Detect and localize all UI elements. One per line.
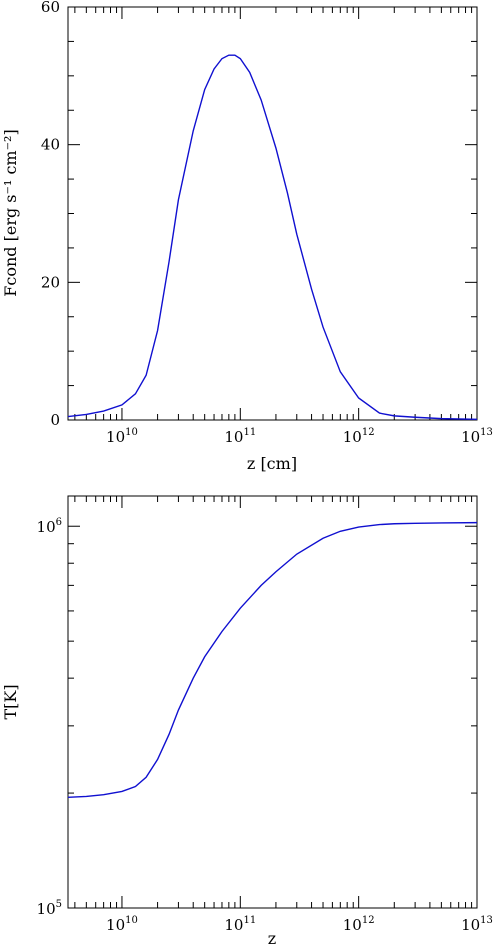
x-tick-label: 1011 <box>224 427 256 446</box>
y-tick-label: 0 <box>50 411 60 429</box>
y-tick-label: 20 <box>41 273 60 291</box>
flux-panel: 1010 1011 1012 1013 0 20 40 60 z [cm] Fcond [er… <box>1 0 493 473</box>
y-tick-label: 60 <box>41 0 60 16</box>
temperature-curve <box>67 521 478 798</box>
x-tick-label: 1011 <box>224 915 256 934</box>
flux-tick-labels: 1010 1011 1012 1013 0 20 40 60 <box>41 0 493 446</box>
flux-curve <box>67 54 478 421</box>
x-tick-label: 1012 <box>343 915 375 934</box>
y-tick-label: 106 <box>37 517 62 536</box>
temperature-x-axis-label: z <box>268 929 276 948</box>
x-tick-label: 1013 <box>461 427 493 446</box>
temperature-plot-frame <box>67 495 478 909</box>
flux-plot-frame <box>67 6 478 421</box>
flux-ticks <box>68 6 478 421</box>
flux-y-axis-label: Fcond [erg s⁻¹ cm⁻²] <box>1 129 20 296</box>
flux-x-axis-label: z [cm] <box>247 454 297 473</box>
temperature-ticks <box>68 496 478 909</box>
x-tick-label: 1010 <box>106 915 138 934</box>
x-tick-label: 1010 <box>106 427 138 446</box>
y-tick-label: 40 <box>41 136 60 154</box>
temperature-panel: 1010 1011 1012 1013 105 106 z T[K] <box>1 495 493 948</box>
x-tick-label: 1012 <box>343 427 375 446</box>
temperature-y-axis-label: T[K] <box>1 684 20 719</box>
x-tick-label: 1013 <box>461 915 493 934</box>
temperature-tick-labels: 1010 1011 1012 1013 105 106 <box>37 517 493 934</box>
y-tick-label: 105 <box>37 899 62 918</box>
